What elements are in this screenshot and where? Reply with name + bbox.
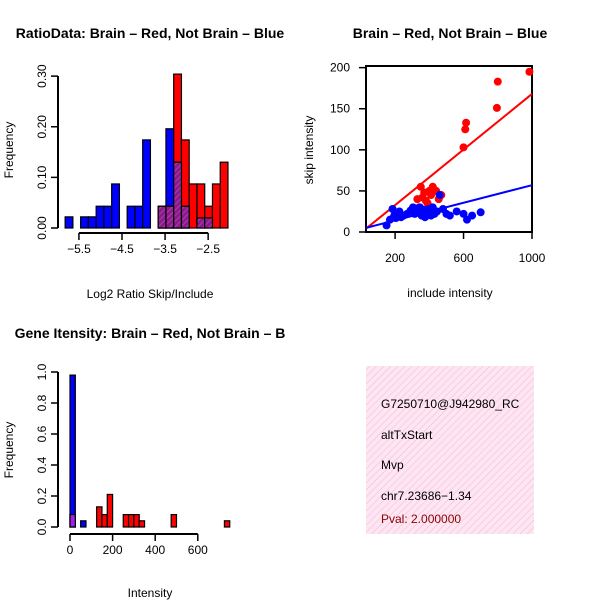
event-id: G7250710@J942980_RC — [381, 397, 520, 411]
ratio-bar-not-brain — [111, 183, 121, 229]
ratio-bar-overlap — [157, 205, 167, 229]
ratio-bar-overlap — [180, 205, 190, 229]
ratio-y-tick-label: 0.10 — [35, 165, 49, 189]
scatter-point-brain — [525, 67, 534, 76]
intensity-bar-brain — [223, 520, 231, 528]
ratio-histogram-ylabel: Frequency — [2, 122, 16, 179]
scatter-point-not-brain — [459, 209, 468, 218]
intensity-bar-brain — [170, 513, 178, 528]
intensity-y-tick-label: 0.6 — [35, 425, 49, 442]
intensity-bar-brain — [101, 513, 108, 528]
scatter-x-tick-label: 200 — [385, 251, 405, 265]
scatter-y-tick-label: 100 — [330, 143, 350, 157]
intensity-bar-brain — [138, 520, 146, 528]
intensity-x-tick-label: 600 — [188, 543, 208, 557]
intensity-x-tick-label: 400 — [145, 543, 165, 557]
intensity-y-tick-label: 0.0 — [35, 518, 49, 535]
ratio-bar-overlap — [196, 217, 206, 229]
scatter-point-not-brain — [388, 204, 397, 213]
intensity-bar-overlap — [69, 513, 76, 528]
ratio-bar-not-brain — [103, 205, 113, 229]
ratio-bar-overlap — [204, 217, 214, 229]
intensity-bar-brain — [127, 513, 135, 528]
scatter-point-brain — [416, 182, 425, 191]
scatter-point-not-brain — [452, 207, 461, 216]
intensity-x-tick-label: 200 — [103, 543, 123, 557]
scatter-y-tick-label: 150 — [330, 102, 350, 116]
ratio-histogram: RatioData: Brain – Red, Not Brain – Blue… — [2, 25, 284, 301]
intensity-scatter: Brain – Red, Not Brain – Blue 200 600 1000… — [302, 25, 547, 300]
scatter-point-brain — [462, 118, 471, 127]
gene-intensity-histogram-xlabel: Intensity — [128, 586, 173, 600]
intensity-y-tick-label: 0.8 — [35, 394, 49, 411]
ratio-y-tick-label: 0.20 — [35, 115, 49, 139]
ratio-histogram-title: RatioData: Brain – Red, Not Brain – Blue — [16, 25, 285, 41]
intensity-bar-not-brain — [69, 374, 76, 528]
scatter-x-tick-label: 1000 — [519, 251, 546, 265]
scatter-point-brain — [461, 125, 470, 134]
gene-symbol: Mvp — [381, 458, 404, 472]
ratio-y-tick-label: 0.00 — [35, 216, 49, 240]
scatter-x-tick-label: 600 — [454, 251, 474, 265]
ratio-x-tick-label: −4.5 — [110, 242, 134, 256]
scatter-point-not-brain — [435, 191, 444, 200]
scatter-y-tick-label: 50 — [337, 184, 351, 198]
ratio-bar-not-brain — [87, 216, 97, 229]
scatter-point-brain — [459, 143, 468, 152]
intensity-scatter-ylabel: skip intensity — [302, 116, 316, 185]
scatter-y-tick-label: 200 — [330, 61, 350, 75]
ratio-bar-brain — [219, 161, 229, 229]
intensity-bar-brain — [96, 506, 103, 528]
intensity-x-tick-label: 0 — [67, 543, 74, 557]
ratio-bar-not-brain — [64, 216, 74, 229]
gene-intensity-histogram-ylabel: Frequency — [2, 422, 16, 479]
intensity-bar-brain — [122, 513, 130, 528]
genomic-location: chr7.23686−1.34 — [381, 489, 472, 503]
scatter-point-brain — [421, 196, 430, 205]
intensity-y-tick-label: 1.0 — [35, 363, 49, 380]
intensity-y-tick-label: 0.4 — [35, 456, 49, 473]
scatter-y-tick-label: 0 — [343, 225, 350, 239]
ratio-x-tick-label: −2.5 — [196, 242, 220, 256]
intensity-bar-brain — [106, 493, 114, 528]
event-info-panel: G7250710@J942980_RC altTxStart Mvp chr7.… — [366, 366, 534, 534]
ratio-bar-brain — [188, 183, 198, 229]
ratio-bar-overlap — [165, 205, 175, 229]
ratio-x-tick-label: −5.5 — [67, 242, 91, 256]
ratio-bar-not-brain — [80, 216, 90, 229]
gene-intensity-histogram: Gene Itensity: Brain – Red, Not Brain – … — [2, 325, 285, 600]
event-type: altTxStart — [381, 428, 433, 442]
scatter-point-brain — [428, 182, 437, 191]
scatter-point-not-brain — [476, 208, 485, 217]
gene-intensity-histogram-title: Gene Itensity: Brain – Red, Not Brain – … — [15, 325, 286, 341]
scatter-point-not-brain — [468, 211, 477, 220]
ratio-bar-brain — [211, 183, 221, 229]
ratio-x-tick-label: −3.5 — [153, 242, 177, 256]
intensity-scatter-title: Brain – Red, Not Brain – Blue — [353, 25, 548, 41]
scatter-point-brain — [492, 103, 501, 112]
scatter-plot-frame — [365, 65, 533, 233]
info-panel-background — [366, 366, 534, 534]
scatter-point-brain — [493, 77, 502, 86]
intensity-bar-not-brain — [80, 520, 87, 528]
ratio-bar-not-brain — [126, 205, 136, 229]
scatter-point-not-brain — [382, 221, 391, 230]
ratio-bar-not-brain — [142, 139, 152, 229]
intensity-y-tick-label: 0.2 — [35, 487, 49, 504]
ratio-histogram-xlabel: Log2 Ratio Skip/Include — [87, 287, 214, 301]
ratio-bar-not-brain — [95, 205, 105, 229]
scatter-point-not-brain — [433, 207, 442, 216]
ratio-bar-not-brain — [134, 205, 144, 229]
intensity-bar-brain — [133, 513, 140, 528]
ratio-y-tick-label: 0.30 — [35, 64, 49, 88]
scatter-point-not-brain — [445, 211, 454, 220]
intensity-scatter-xlabel: include intensity — [407, 286, 492, 300]
p-value: Pval: 2.000000 — [381, 512, 461, 526]
ratio-bar-overlap — [173, 161, 183, 229]
